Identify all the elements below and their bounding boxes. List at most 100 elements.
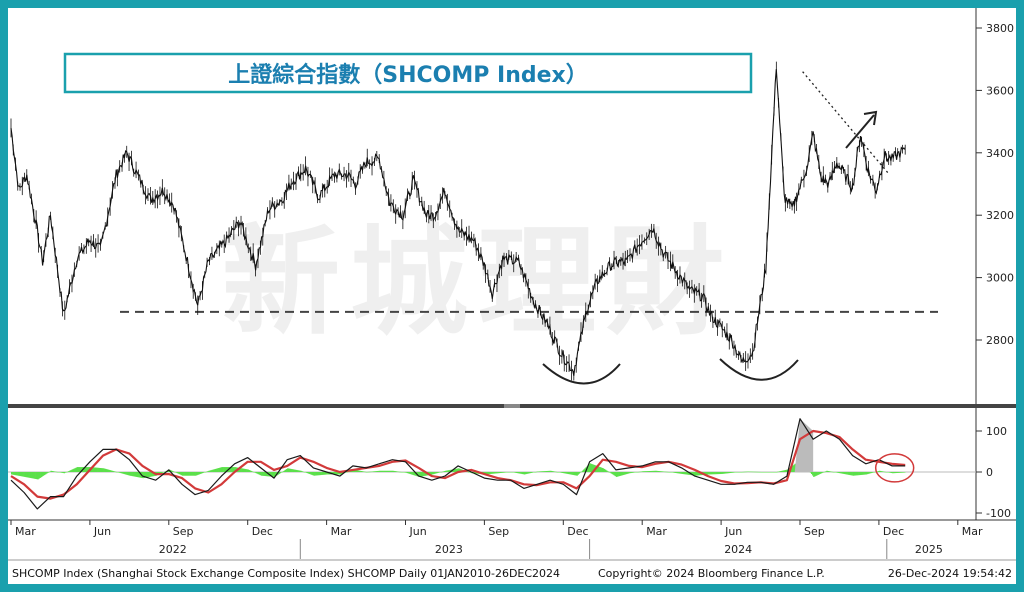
osc-hist-bar xyxy=(681,472,684,474)
osc-hist-bar xyxy=(552,471,554,472)
x-year-label: 2022 xyxy=(159,543,187,556)
osc-hist-bar xyxy=(843,472,846,475)
osc-hist-bar xyxy=(738,472,741,473)
osc-hist-bar xyxy=(884,471,886,473)
osc-hist-bar xyxy=(298,470,300,472)
osc-hist-bar xyxy=(487,472,490,475)
osc-hist-bar xyxy=(194,472,196,476)
osc-hist-bar xyxy=(241,468,243,472)
osc-hist-bar xyxy=(474,472,476,474)
osc-hist-bar xyxy=(747,471,749,473)
osc-hist-bar xyxy=(337,472,339,475)
osc-hist-bar xyxy=(163,472,165,473)
osc-hist-bar xyxy=(579,472,582,473)
osc-hist-bar xyxy=(195,472,197,476)
osc-hist-bar xyxy=(35,472,37,479)
osc-hist-bar xyxy=(455,468,458,472)
osc-hist-bar xyxy=(624,472,627,475)
rounded-bottom-1 xyxy=(542,363,621,385)
osc-hist-bar xyxy=(42,472,45,476)
osc-hist-bar xyxy=(118,472,120,473)
osc-hist-bar xyxy=(407,472,410,474)
osc-hist-bar xyxy=(231,467,233,472)
osc-hist-bar xyxy=(206,471,208,473)
osc-hist-bar xyxy=(170,470,173,472)
osc-hist-bar xyxy=(396,471,399,472)
osc-hist-bar xyxy=(221,467,223,472)
osc-hist-bar xyxy=(614,472,617,477)
osc-hist-bar xyxy=(144,472,147,478)
osc-hist-bar xyxy=(392,470,394,472)
osc-hist-bar xyxy=(192,472,195,476)
price-series xyxy=(10,61,906,381)
osc-hist-bar xyxy=(310,472,312,475)
osc-hist-bar xyxy=(817,472,819,475)
osc-hist-bar xyxy=(565,472,567,474)
osc-hist-bar xyxy=(180,472,183,476)
osc-hist-bar xyxy=(498,472,501,474)
osc-hist-bar xyxy=(232,467,234,472)
osc-hist-bar xyxy=(174,472,176,473)
osc-hist-bar xyxy=(32,472,35,479)
osc-hist-bar xyxy=(301,471,303,472)
osc-hist-bar xyxy=(395,471,398,472)
osc-hist-bar xyxy=(335,472,337,475)
osc-hist-bar xyxy=(566,472,568,474)
osc-hist-bar xyxy=(420,472,423,477)
osc-hist-bar xyxy=(671,472,674,473)
osc-hist-bar xyxy=(580,471,583,473)
osc-hist-bar xyxy=(143,472,145,478)
osc-hist-bar xyxy=(421,472,424,477)
osc-hist-bar xyxy=(647,471,650,472)
osc-hist-bar xyxy=(12,472,14,475)
osc-hist-bar xyxy=(854,472,857,476)
osc-hist-bar xyxy=(286,469,288,472)
osc-hist-bar xyxy=(826,470,828,472)
osc-hist-bar xyxy=(568,472,571,475)
osc-hist-bar xyxy=(60,472,62,473)
osc-hist-bar xyxy=(611,472,613,475)
osc-hist-bar xyxy=(858,472,860,476)
osc-hist-bar xyxy=(178,472,181,475)
osc-hist-bar xyxy=(636,472,639,473)
osc-hist-bar xyxy=(551,470,553,472)
osc-hist-bar xyxy=(161,472,163,474)
osc-hist-bar xyxy=(312,472,314,476)
osc-hist-bar xyxy=(369,471,371,473)
osc-hist-bar xyxy=(317,472,320,476)
osc-hist-bar xyxy=(70,470,72,472)
osc-hist-bar xyxy=(569,472,572,475)
osc-hist-bar xyxy=(139,472,141,478)
osc-hist-bar xyxy=(726,472,728,474)
osc-hist-bar xyxy=(610,472,612,474)
osc-hist-bar xyxy=(204,472,207,473)
oscillator-lines xyxy=(10,418,906,510)
osc-hist-bar xyxy=(680,472,682,474)
osc-hist-bar xyxy=(507,472,509,473)
osc-hist-bar xyxy=(494,472,496,474)
osc-hist-bar xyxy=(856,472,859,476)
osc-hist-bar xyxy=(425,472,427,476)
x-year-label: 2023 xyxy=(435,543,463,556)
osc-hist-bar xyxy=(84,467,86,472)
osc-hist-bar xyxy=(676,472,678,474)
osc-hist-bar xyxy=(883,471,885,473)
osc-hist-bar xyxy=(534,472,537,473)
osc-hist-bar xyxy=(823,472,825,473)
osc-hist-bar xyxy=(682,472,685,475)
osc-hist-bar xyxy=(401,472,403,473)
osc-hist-bar xyxy=(439,472,441,473)
osc-hist-bar xyxy=(355,469,357,472)
up-arrow-shaft xyxy=(845,114,875,149)
osc-hist-bar xyxy=(692,472,695,476)
osc-hist-bar xyxy=(812,472,814,476)
osc-hist-bar xyxy=(670,472,673,473)
osc-hist-bar xyxy=(712,472,714,475)
osc-hist-bar xyxy=(201,472,204,474)
osc-hist-bar xyxy=(696,472,699,476)
osc-hist-bar xyxy=(424,472,426,476)
osc-hist-bar xyxy=(40,472,42,478)
osc-hist-bar xyxy=(20,472,23,477)
osc-hist-bar xyxy=(374,471,377,472)
osc-hist-bar xyxy=(224,467,227,472)
